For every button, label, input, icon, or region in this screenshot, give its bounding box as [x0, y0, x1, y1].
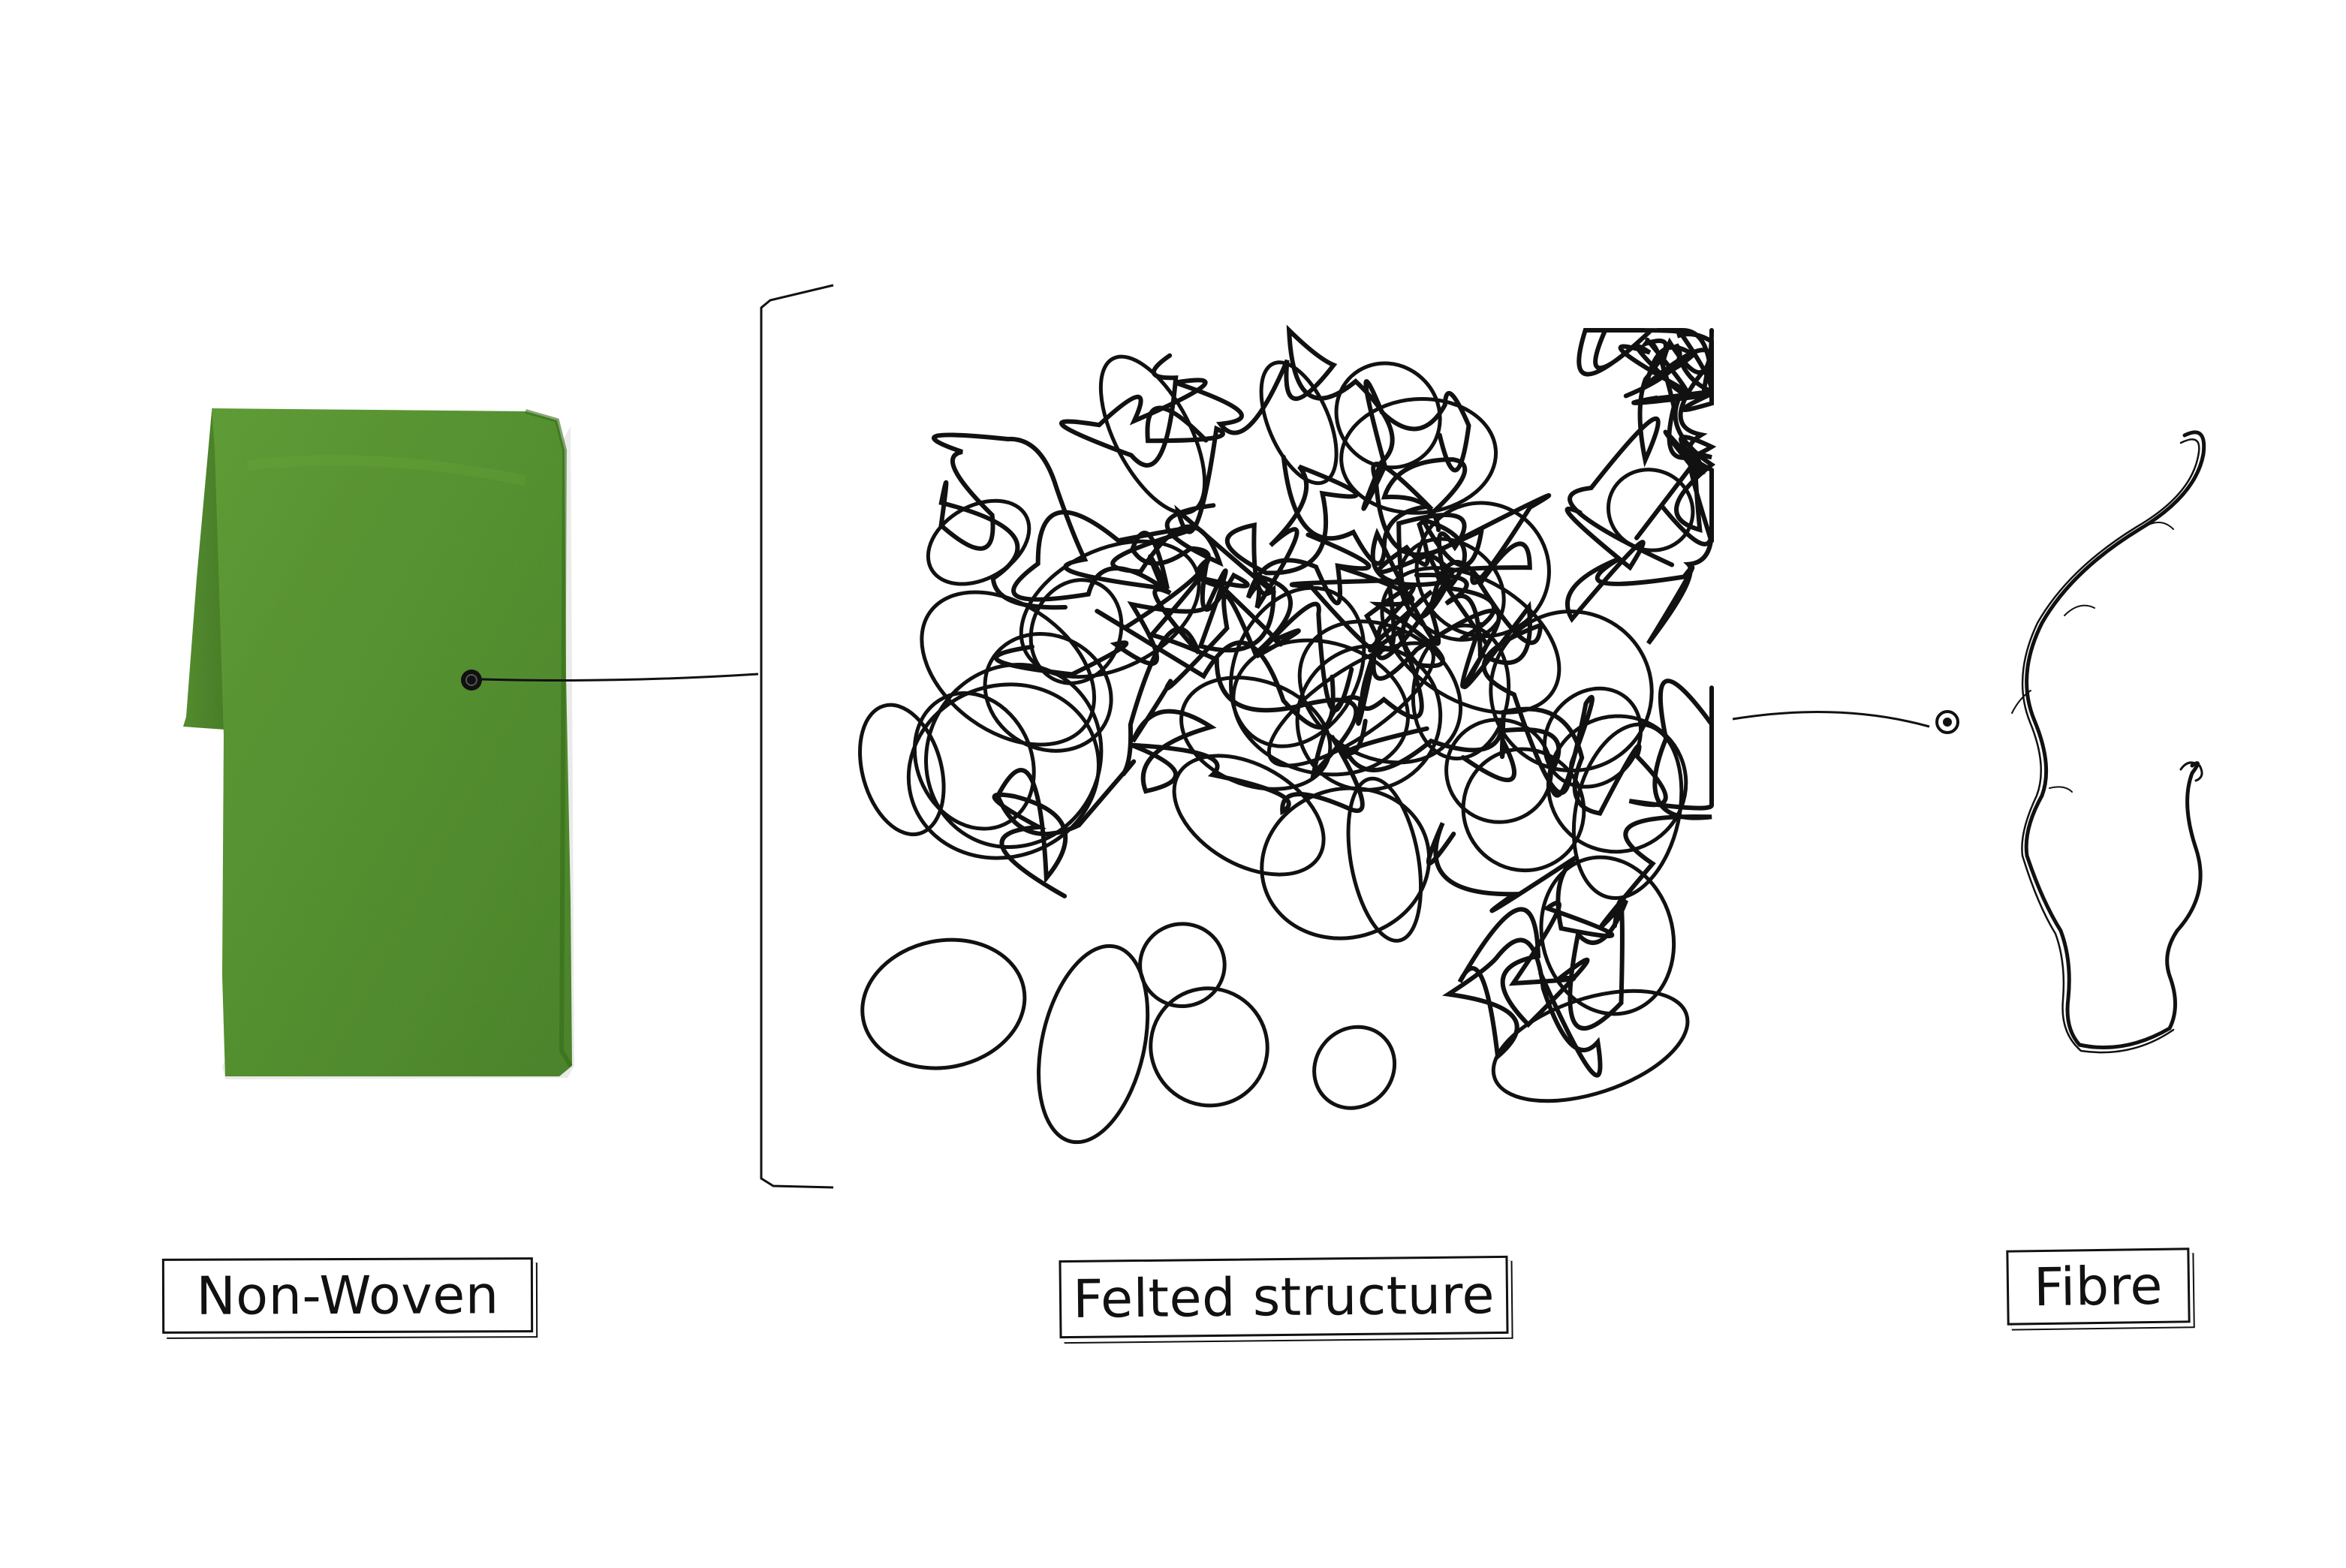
fibre-loop — [1397, 537, 1506, 642]
fibre-strand — [1460, 679, 1715, 1031]
fibre-loop — [1138, 922, 1227, 1009]
pointer-structure-to-fibre — [1732, 710, 1959, 734]
fibre-strand — [992, 503, 1224, 898]
felt-fabric-image — [183, 408, 574, 1079]
fibre-loop — [926, 498, 1031, 586]
fibre-strand — [1565, 339, 1717, 646]
fibre-loop — [1028, 578, 1124, 685]
fibre-loop — [1346, 776, 1423, 943]
fibre-loop — [1019, 539, 1201, 679]
fibre-strand — [1147, 554, 1490, 781]
label-felted-structure: Felted structure — [1059, 1255, 1509, 1339]
fibre-loop — [1489, 609, 1654, 773]
fibre-loop — [1411, 623, 1511, 761]
fibre-loop — [906, 682, 1101, 860]
fibre-loop — [1149, 986, 1269, 1108]
fibre-loop — [1414, 501, 1551, 639]
fibre-loop — [1179, 676, 1333, 791]
fibre-loop — [1542, 686, 1643, 789]
fibre-loop — [1491, 989, 1690, 1103]
fabric-body — [212, 408, 572, 1076]
fibre-strand — [1618, 328, 1716, 543]
fibre-loop — [912, 691, 1036, 831]
tangled-fibre-structure — [858, 324, 1717, 1145]
fibre-loop — [1266, 641, 1435, 768]
fibre-strand — [993, 464, 1372, 677]
fabric-fold-flap — [183, 411, 227, 730]
fibre-loop — [1539, 855, 1676, 1016]
pointer-fabric-to-structure — [461, 670, 759, 691]
fibre-loop — [860, 937, 1027, 1070]
fibre-loop — [1231, 638, 1410, 777]
fibre-loop — [1297, 619, 1463, 765]
fibre-loop — [1461, 747, 1586, 873]
fibre-strand — [1370, 457, 1532, 646]
fibre-loop — [1606, 468, 1695, 552]
fibre-loop — [983, 632, 1113, 753]
fibre-loop — [1339, 397, 1498, 515]
fibre-loop — [1546, 714, 1688, 854]
fibre-loop — [1260, 786, 1432, 940]
fibre-strand — [932, 432, 1336, 730]
fibre-strand — [1059, 324, 1471, 511]
fibre-loop — [1259, 360, 1339, 486]
fibre-loop — [1229, 585, 1366, 748]
single-fibre-drawing — [2011, 430, 2206, 1054]
fibre-loop — [1312, 1025, 1397, 1110]
label-non-woven: Non-Woven — [161, 1257, 534, 1334]
fibre-loop — [1098, 354, 1207, 515]
fibre-loop — [1571, 722, 1684, 901]
structure-bracket — [760, 284, 834, 1189]
fibre-strand — [1131, 405, 1368, 816]
fibre-loop — [858, 703, 946, 837]
fibre-loop — [1172, 754, 1326, 877]
label-fibre: Fibre — [2006, 1247, 2191, 1326]
fibre-loop — [1037, 944, 1150, 1145]
fibre-loop — [1334, 361, 1442, 470]
